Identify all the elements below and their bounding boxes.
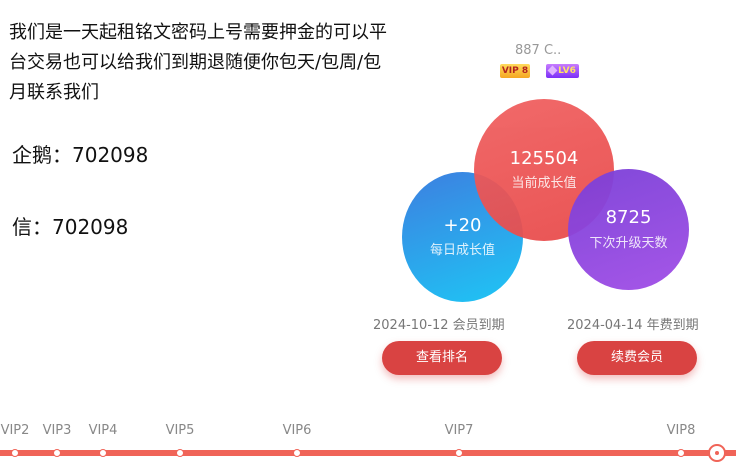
wechat-contact: 信：702098 [12, 215, 129, 239]
current-growth-label: 当前成长值 [511, 176, 577, 192]
vip-progress-track [0, 450, 736, 456]
vip-level-dot [293, 449, 301, 457]
next-upgrade-label: 下次升级天数 [589, 235, 668, 251]
annual-expiry: 2024-04-14 年费到期 [567, 318, 699, 333]
user-level-label: LV6 [558, 66, 576, 76]
vip-level-dot [455, 449, 463, 457]
vip-level-label: VIP2 [0, 423, 30, 438]
renew-membership-button[interactable]: 续费会员 [577, 341, 697, 375]
user-id: 887 C.. [515, 43, 562, 58]
current-growth-value: 125504 [509, 147, 579, 169]
vip-level-label: VIP3 [42, 423, 72, 438]
vip-level-dot [677, 449, 685, 457]
daily-growth-label: 每日成长值 [429, 243, 495, 259]
qq-contact: 企鹅：702098 [12, 143, 149, 167]
current-level-marker [708, 444, 726, 462]
next-upgrade-circle: 8725 下次升级天数 [568, 169, 689, 290]
vip-level-dot [11, 449, 19, 457]
vip-level-label: VIP7 [444, 423, 474, 438]
vip-level-badge: VIP 8 [500, 64, 530, 78]
vip-level-label: VIP6 [282, 423, 312, 438]
member-expiry: 2024-10-12 会员到期 [373, 318, 505, 333]
vip-level-dot [176, 449, 184, 457]
daily-growth-value: +20 [443, 214, 482, 236]
vip-level-label: VIP4 [88, 423, 118, 438]
promo-text: 我们是一天起租铭文密码上号需要押金的可以平台交易也可以给我们到期退随便你包天/包… [9, 22, 387, 103]
vip-level-dot [99, 449, 107, 457]
vip-level-dot [53, 449, 61, 457]
next-upgrade-value: 8725 [605, 207, 652, 229]
vip-level-label: VIP5 [165, 423, 195, 438]
user-level-badge: LV6 [546, 64, 579, 78]
vip-level-label: VIP8 [666, 423, 696, 438]
view-ranking-button[interactable]: 查看排名 [382, 341, 502, 375]
diamond-icon [547, 65, 558, 76]
